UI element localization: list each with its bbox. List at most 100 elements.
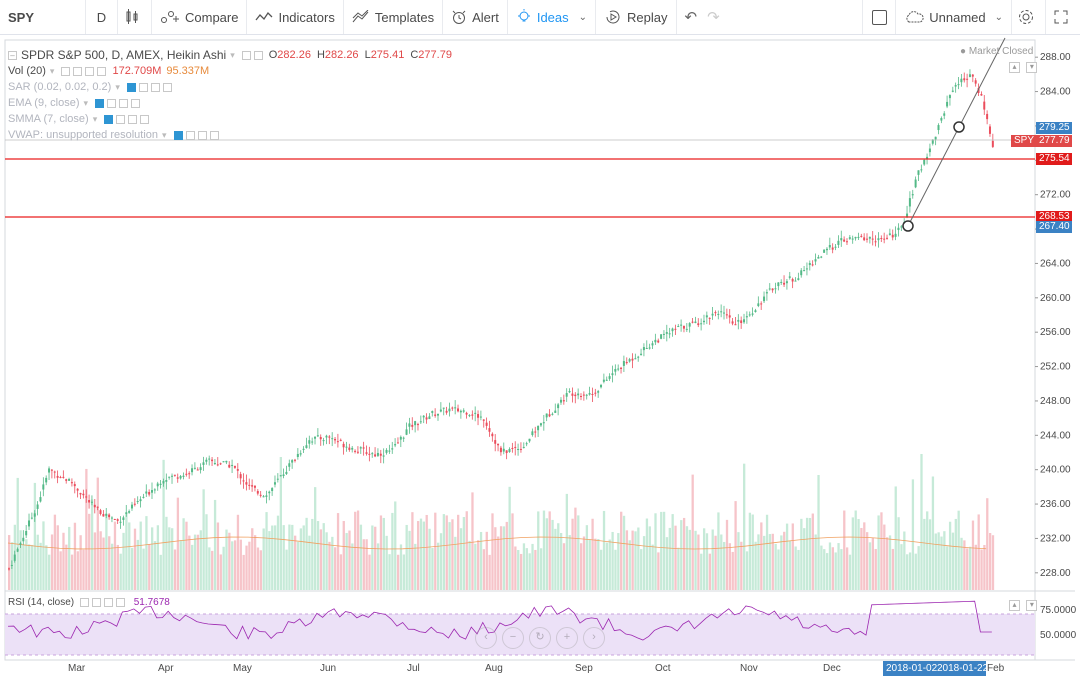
- add-icon[interactable]: [103, 597, 113, 607]
- settings-icon[interactable]: [91, 597, 101, 607]
- symbol-search[interactable]: SPY: [0, 0, 86, 34]
- candle: [359, 446, 362, 454]
- add-icon[interactable]: [119, 98, 129, 108]
- volume-bar: [694, 530, 697, 590]
- candle: [222, 461, 225, 463]
- settings-icon[interactable]: [73, 66, 83, 76]
- alert-button[interactable]: Alert: [443, 0, 508, 34]
- add-icon[interactable]: [128, 114, 138, 124]
- volume-bar: [497, 536, 500, 590]
- volume-legend[interactable]: Vol (20) ▾ 172.709M 95.337M: [8, 63, 452, 79]
- candle: [634, 353, 637, 360]
- low-label: L: [364, 49, 371, 61]
- chevron-down-icon[interactable]: ▾: [162, 129, 167, 140]
- add-icon[interactable]: [150, 82, 160, 92]
- candle: [325, 434, 328, 445]
- eye-icon[interactable]: [95, 98, 105, 108]
- compare-button[interactable]: Compare: [152, 0, 248, 34]
- settings-icon[interactable]: [138, 82, 148, 92]
- volume-bar: [522, 543, 526, 590]
- undo-icon[interactable]: ↶: [684, 9, 698, 26]
- rsi-legend[interactable]: RSI (14, close) 51.7678: [8, 597, 170, 608]
- eye-icon[interactable]: [104, 114, 114, 124]
- redo-icon[interactable]: ↷: [707, 9, 720, 26]
- settings-icon[interactable]: [107, 98, 117, 108]
- eye-icon[interactable]: [61, 66, 71, 76]
- add-icon[interactable]: [197, 130, 207, 140]
- close-icon[interactable]: [162, 82, 172, 92]
- chart-type-button[interactable]: [118, 0, 152, 34]
- time-axis[interactable]: Mar Apr May Jun Jul Aug Sep Oct Nov Dec 2018-01-02…: [0, 660, 1080, 678]
- indicators-button[interactable]: Indicators: [247, 0, 344, 34]
- interval-button[interactable]: D: [86, 0, 118, 34]
- settings-button[interactable]: [1012, 0, 1046, 34]
- volume-bar: [354, 511, 357, 590]
- eye-icon[interactable]: [253, 50, 263, 60]
- close-icon[interactable]: [115, 597, 125, 607]
- candle: [631, 353, 634, 369]
- fullscreen-button[interactable]: [1046, 0, 1080, 34]
- volume-bar: [19, 530, 22, 590]
- candle: [705, 311, 708, 325]
- candle: [580, 393, 582, 401]
- replay-button[interactable]: Replay: [596, 0, 677, 34]
- fullscreen-layout-button[interactable]: [862, 0, 897, 34]
- volume-bar: [988, 533, 992, 590]
- candle: [785, 279, 788, 290]
- eye-icon[interactable]: [79, 597, 89, 607]
- candle: [900, 225, 903, 232]
- arrow-up-icon[interactable]: ▴: [1009, 600, 1020, 612]
- scroll-right-icon[interactable]: ›: [583, 627, 605, 649]
- horizontal-lines[interactable]: [5, 139, 1035, 218]
- candle: [419, 415, 422, 424]
- main-series-legend[interactable]: – SPDR S&P 500, D, AMEX, Heikin Ashi ▾ O…: [8, 47, 452, 63]
- arrow-up-icon[interactable]: ▴: [1009, 62, 1020, 74]
- chevron-down-icon[interactable]: ▾: [49, 65, 55, 76]
- trendline-handle-end[interactable]: [953, 121, 965, 133]
- close-icon[interactable]: [131, 98, 141, 108]
- trend-line[interactable]: [902, 37, 1006, 232]
- chevron-down-icon[interactable]: ▾: [83, 97, 89, 108]
- arrow-down-icon[interactable]: ▾: [1026, 600, 1038, 612]
- volume-bar: [339, 554, 343, 590]
- chevron-down-icon[interactable]: ▾: [230, 49, 235, 60]
- indicator-legend-vwap[interactable]: VWAP: unsupported resolution ▾: [8, 127, 452, 143]
- add-icon[interactable]: [85, 66, 95, 76]
- volume-bar: [777, 549, 780, 590]
- zoom-out-icon[interactable]: −: [502, 627, 524, 649]
- trendline-handle-start[interactable]: [902, 220, 914, 232]
- chevron-down-icon[interactable]: ▾: [92, 113, 98, 124]
- scroll-left-icon[interactable]: ‹: [475, 627, 497, 649]
- candle: [439, 402, 442, 413]
- settings-icon[interactable]: [185, 130, 195, 140]
- close-icon[interactable]: [209, 130, 219, 140]
- settings-icon[interactable]: [241, 50, 251, 60]
- indicator-legend-ema[interactable]: EMA (9, close) ▾: [8, 95, 452, 111]
- volume-bar: [205, 514, 208, 590]
- volume-bar: [228, 532, 231, 590]
- chevron-down-icon[interactable]: ▾: [115, 81, 120, 92]
- reset-icon[interactable]: ↻: [529, 627, 551, 649]
- indicator-legend-smma[interactable]: SMMA (7, close) ▾: [8, 111, 452, 127]
- zoom-in-icon[interactable]: +: [556, 627, 578, 649]
- indicator-legend-sar[interactable]: SAR (0.02, 0.02, 0.2) ▾: [8, 79, 452, 95]
- ideas-button[interactable]: Ideas ⌄: [508, 0, 597, 34]
- layout-name-button[interactable]: Unnamed ⌄: [896, 0, 1012, 34]
- templates-button[interactable]: Templates: [344, 0, 444, 34]
- collapse-icon[interactable]: –: [8, 50, 17, 60]
- candle: [151, 482, 153, 499]
- arrow-down-icon[interactable]: ▾: [1026, 62, 1038, 74]
- volume-bar: [16, 477, 19, 590]
- volume-bar: [119, 553, 122, 590]
- settings-icon[interactable]: [116, 114, 126, 124]
- close-icon[interactable]: [97, 66, 107, 76]
- close-icon[interactable]: [140, 114, 150, 124]
- volume-bar: [894, 486, 897, 590]
- candle: [840, 230, 843, 247]
- candle: [73, 481, 76, 494]
- candle: [851, 235, 854, 244]
- eye-icon[interactable]: [173, 130, 183, 140]
- eye-icon[interactable]: [126, 82, 136, 92]
- candle: [208, 455, 211, 466]
